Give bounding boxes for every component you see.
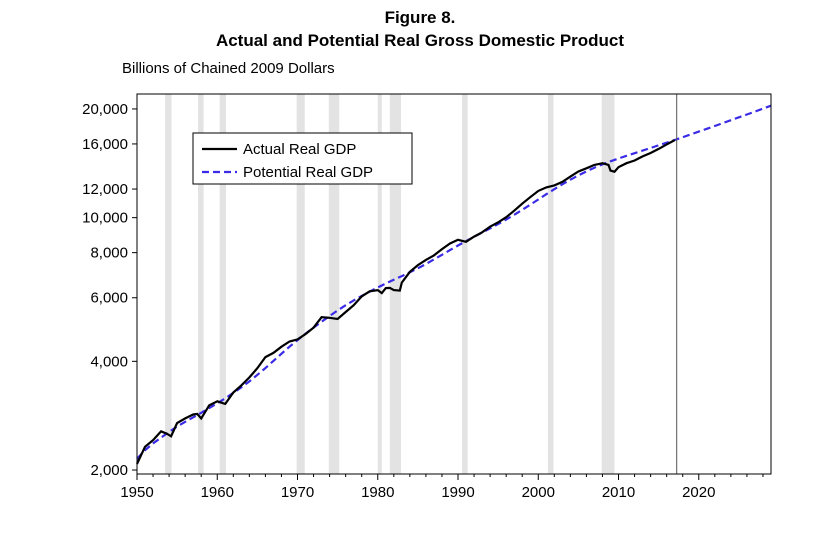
- y-tick-label: 6,000: [90, 290, 128, 307]
- potential-gdp-series-line: [136, 104, 772, 460]
- legend: Actual Real GDP Potential Real GDP: [192, 132, 413, 185]
- axes-layer: 2,000 4,000 6,000 8,000 10,000 12,000 16,000 20…: [82, 93, 772, 501]
- chart-title: Actual and Potential Real Gross Domestic…: [215, 31, 625, 50]
- recession-band-3: [219, 94, 227, 474]
- legend-box: [192, 132, 413, 185]
- y-tick-label: 20,000: [82, 101, 128, 118]
- x-tick-label: 1970: [281, 484, 314, 501]
- figure-number: Figure 8.: [384, 8, 456, 27]
- recession-band-7: [389, 94, 402, 474]
- recession-band-2: [197, 94, 204, 474]
- x-tick-label: 2020: [682, 484, 715, 501]
- x-tick-label: 2000: [522, 484, 555, 501]
- recession-band-10: [601, 94, 615, 474]
- recession-band-9: [547, 94, 554, 474]
- y-tick-label: 8,000: [90, 245, 128, 262]
- y-tick-label: 10,000: [82, 210, 128, 227]
- plot-area-frame: [136, 93, 772, 475]
- recession-band-5: [328, 94, 340, 474]
- y-tick-label: 2,000: [90, 462, 128, 479]
- x-tick-label: 1980: [361, 484, 394, 501]
- recession-band-8: [462, 94, 468, 474]
- x-tick-label: 1960: [201, 484, 234, 501]
- x-tick-label: 1990: [441, 484, 474, 501]
- x-tick-label: 1950: [120, 484, 153, 501]
- recession-shading-layer: [165, 94, 615, 474]
- actual-gdp-series-line: [136, 139, 676, 465]
- y-tick-label: 4,000: [90, 353, 128, 370]
- recession-band-1: [165, 94, 172, 474]
- y-tick-label: 16,000: [82, 136, 128, 153]
- legend-potential-label: Potential Real GDP: [243, 164, 373, 181]
- recession-band-4: [296, 94, 305, 474]
- recession-band-6: [377, 94, 382, 474]
- legend-actual-label: Actual Real GDP: [243, 141, 356, 158]
- series-lines-layer: [136, 104, 772, 465]
- y-axis-units-label: Billions of Chained 2009 Dollars: [122, 60, 335, 77]
- y-tick-label: 12,000: [82, 181, 128, 198]
- x-tick-label: 2010: [602, 484, 635, 501]
